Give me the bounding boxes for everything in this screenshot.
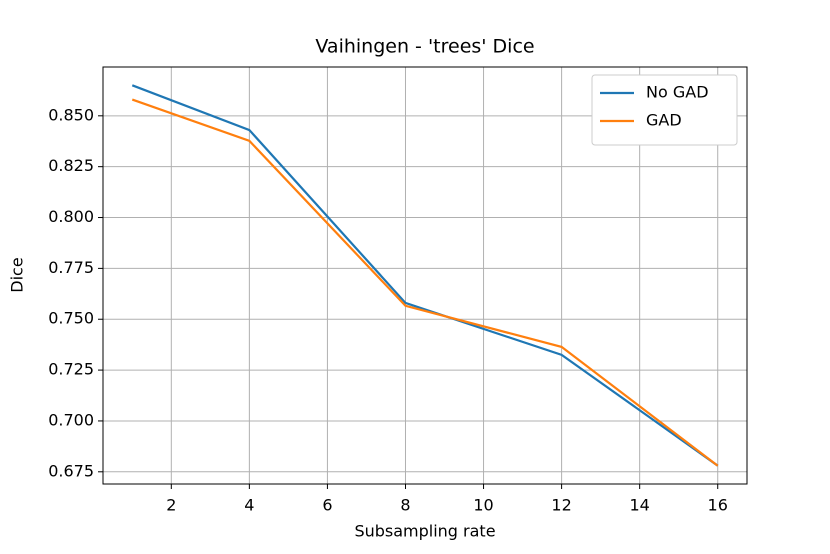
x-tick-label: 2: [166, 496, 176, 515]
y-tick-label: 0.675: [48, 461, 94, 480]
x-tick-label: 8: [400, 496, 410, 515]
series-line: [131, 84, 719, 467]
legend-label: No GAD: [646, 83, 709, 102]
x-axis-label: Subsampling rate: [354, 522, 495, 541]
legend: No GAD GAD: [591, 74, 738, 146]
x-tick-label: 16: [708, 496, 728, 515]
y-axis-label: Dice: [8, 257, 27, 292]
y-tick-label: 0.825: [48, 156, 94, 175]
series-line: [131, 98, 719, 467]
y-tick-label: 0.750: [48, 309, 94, 328]
y-tick-label: 0.700: [48, 410, 94, 429]
y-tick-label: 0.775: [48, 258, 94, 277]
x-tick-label: 14: [629, 496, 649, 515]
plot-frame: [102, 66, 748, 485]
x-tick-label: 12: [551, 496, 571, 515]
x-tick-label: 4: [244, 496, 254, 515]
y-tick-label: 0.850: [48, 105, 94, 124]
x-tick-label: 10: [473, 496, 493, 515]
y-tick-label: 0.725: [48, 360, 94, 379]
x-tick-label: 6: [322, 496, 332, 515]
y-tick-label: 0.800: [48, 207, 94, 226]
chart-title: Vaihingen - 'trees' Dice: [315, 36, 534, 58]
legend-label: GAD: [646, 111, 682, 130]
